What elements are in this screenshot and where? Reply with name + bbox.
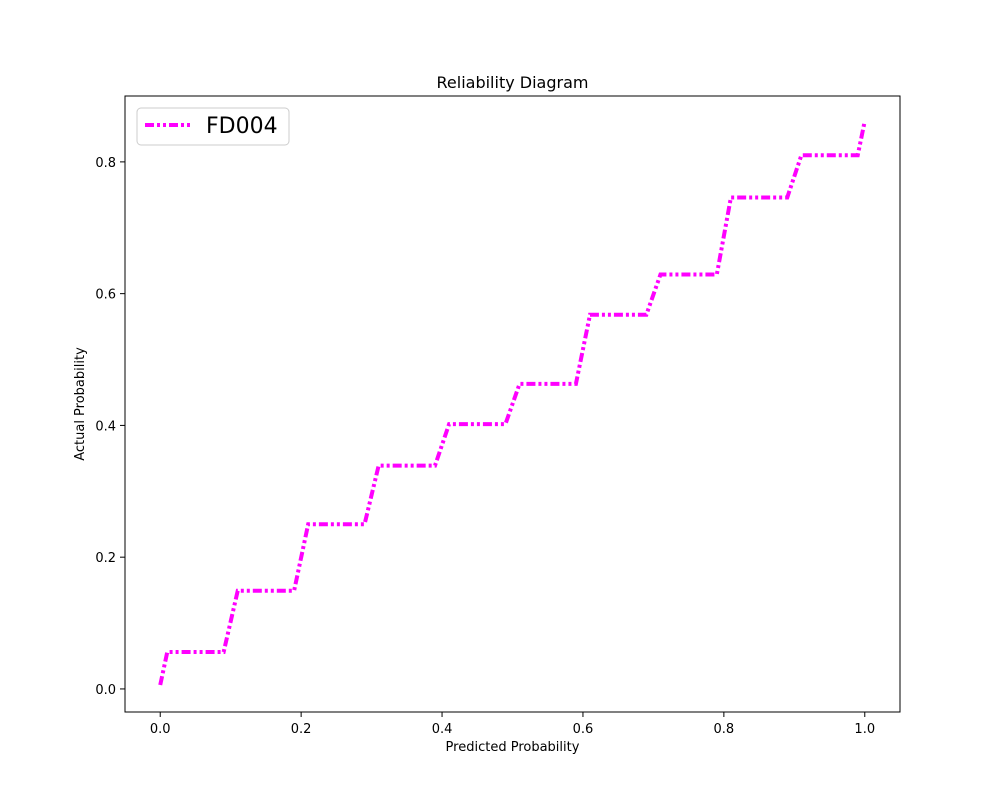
- y-axis-ticks: 0.0 0.2 0.4 0.6 0.8: [95, 156, 125, 698]
- x-tick-label: 0.6: [573, 722, 594, 737]
- plot-frame: [124, 95, 901, 713]
- x-axis-label: Predicted Probability: [446, 740, 580, 755]
- y-tick-label: 0.4: [95, 419, 116, 434]
- y-tick-label: 0.2: [95, 551, 116, 566]
- y-axis-label: Actual Probability: [73, 347, 88, 461]
- y-tick-label: 0.6: [95, 288, 116, 303]
- legend-box: [136, 107, 290, 146]
- x-tick-label: 0.0: [150, 722, 171, 737]
- x-tick-label: 0.8: [714, 722, 735, 737]
- x-axis-ticks: 0.0 0.2 0.4 0.6 0.8 1.0: [150, 712, 875, 737]
- legend-label-fd004: FD004: [206, 114, 278, 139]
- y-tick-label: 0.8: [95, 156, 116, 171]
- chart-title: Reliability Diagram: [437, 73, 589, 92]
- legend: FD004: [136, 107, 290, 146]
- y-tick-label: 0.0: [95, 683, 116, 698]
- series-layer: [158, 120, 867, 686]
- series-line-fd004: [158, 120, 867, 686]
- x-tick-label: 0.2: [291, 722, 312, 737]
- x-tick-label: 1.0: [854, 722, 875, 737]
- x-tick-label: 0.4: [432, 722, 453, 737]
